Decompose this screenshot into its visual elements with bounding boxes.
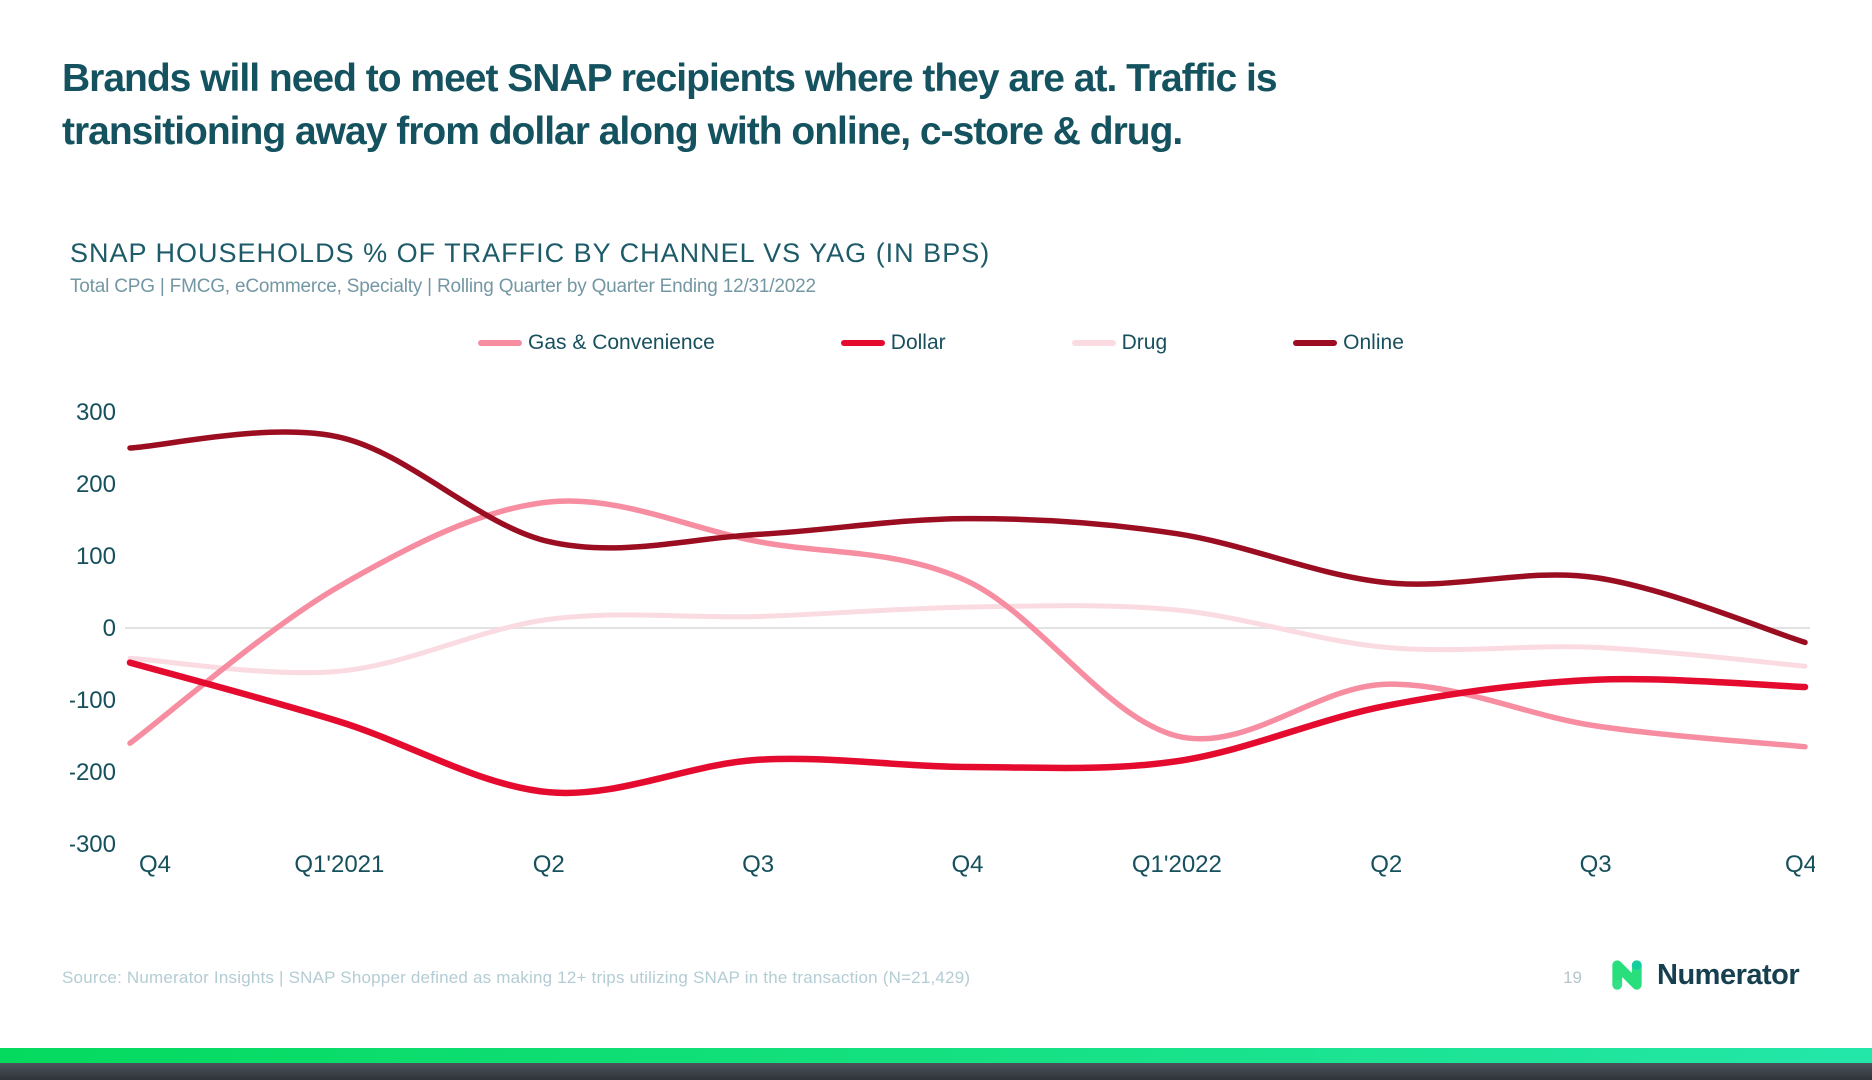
series-line-drug [127,603,1808,676]
series-line-gas-convenience [127,498,1808,750]
traffic-line-chart: 300 200 100 0 -100 -200 -300 Q4 Q1'2021 Q2 Q3 Q4 Q1'… [68,399,1817,878]
y-axis-tick-label: 200 [76,471,116,498]
slide-title: Brands will need to meet SNAP recipients… [62,52,1762,158]
y-axis-tick-label: 300 [76,399,116,426]
chart-area: 300 200 100 0 -100 -200 -300 Q4 Q1'2021 Q2 Q3 Q4 Q1'… [68,395,1817,895]
legend-swatch [840,340,885,346]
legend-swatch [478,340,522,346]
brand-name: Numerator [1657,958,1800,991]
series-line-online [127,429,1808,646]
title-line-2: transitioning away from dollar along wit… [62,110,1183,153]
footer-bar-dark [0,1063,1872,1080]
x-axis-tick-label: Q4 [1785,851,1815,878]
chart-subtitle: Total CPG | FMCG, eCommerce, Specialty |… [70,276,816,297]
legend-item-drug: Drug [1071,331,1168,355]
y-axis-tick-label: 0 [103,615,116,642]
y-axis-tick-label: -200 [70,759,116,786]
chart-title: SNAP HOUSEHOLDS % OF TRAFFIC BY CHANNEL … [70,238,991,268]
chart-legend: Gas & Convenience Dollar Drug Online [478,331,1404,355]
title-line-1: Brands will need to meet SNAP recipients… [62,57,1278,100]
legend-label: Drug [1121,331,1168,354]
legend-label: Gas & Convenience [528,331,715,354]
numerator-logo: Numerator [1610,958,1800,992]
x-axis-tick-label: Q3 [1580,851,1612,878]
x-axis-tick-label: Q1'2022 [1132,851,1222,878]
y-axis-tick-label: 100 [76,543,116,570]
legend-item-gas-convenience: Gas & Convenience [478,331,715,355]
page-number: 19 [1563,968,1582,987]
x-axis-tick-label: Q2 [1370,851,1402,878]
numerator-logo-icon [1612,960,1642,990]
legend-swatch [1293,340,1338,346]
x-axis-tick-label: Q4 [951,851,983,878]
x-axis-tick-label: Q3 [742,851,774,878]
legend-label: Online [1343,331,1404,354]
x-axis-tick-label: Q1'2021 [294,851,384,878]
accent-bar-green [0,1048,1872,1063]
source-note: Source: Numerator Insights | SNAP Shoppe… [62,968,971,987]
series-line-dollar [126,659,1809,797]
x-axis-tick-label: Q2 [533,851,565,878]
legend-swatch [1071,340,1116,346]
chart-header: SNAP HOUSEHOLDS % OF TRAFFIC BY CHANNEL … [70,238,990,298]
y-axis-tick-label: -100 [70,687,116,714]
y-axis-tick-label: -300 [70,831,116,858]
legend-label: Dollar [890,331,946,354]
x-axis-tick-label: Q4 [139,851,171,878]
legend-item-dollar: Dollar [840,331,946,355]
legend-item-online: Online [1293,331,1404,355]
